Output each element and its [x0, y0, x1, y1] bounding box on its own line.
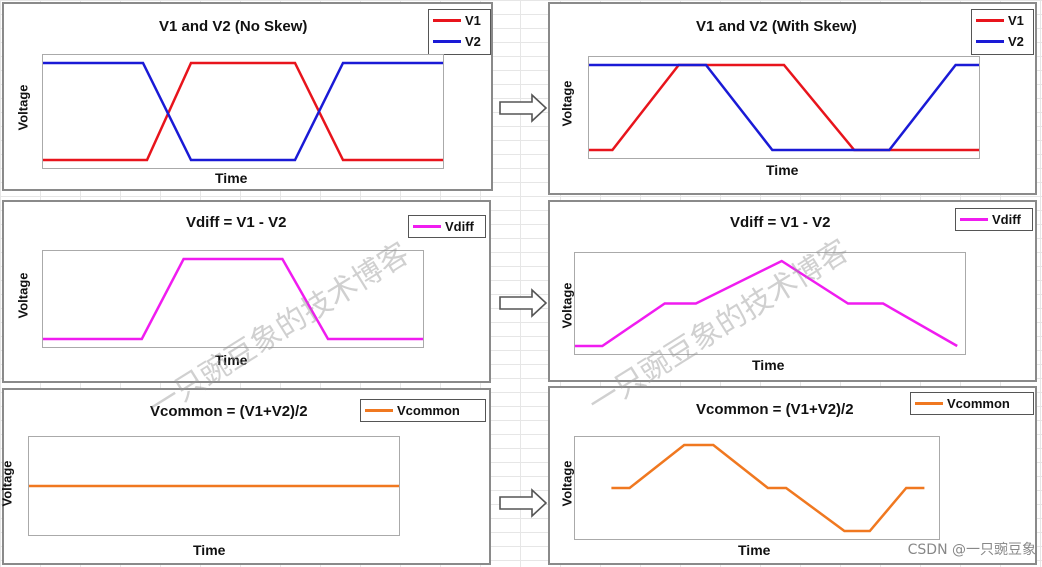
legend-label: V2	[1008, 34, 1024, 49]
legend-label: Vcommon	[397, 403, 460, 418]
x-axis-label: Time	[215, 170, 248, 186]
legend-label: Vdiff	[445, 219, 474, 234]
legend-label: V1	[465, 13, 481, 28]
y-axis-label: Voltage	[15, 84, 31, 131]
legend-item-vcommon: Vcommon	[361, 400, 485, 421]
x-axis-label: Time	[738, 542, 771, 558]
legend-label: V2	[465, 34, 481, 49]
arrow-right-icon	[499, 288, 548, 318]
legend-item-vdiff: Vdiff	[409, 216, 485, 237]
x-axis-label: Time	[766, 162, 799, 178]
plot-area	[574, 436, 940, 540]
plot-svg	[43, 257, 423, 341]
y-axis-label: Voltage	[15, 272, 31, 319]
legend-item-v1: V1	[972, 10, 1033, 31]
chart-legend: V1 V2	[428, 9, 491, 55]
chart-title: V1 and V2 (No Skew)	[159, 18, 308, 35]
chart-panel-no-skew: V1 and V2 (No Skew) V1 V2 Voltage Time	[2, 2, 493, 191]
arrow-right-icon	[499, 488, 548, 518]
legend-item-v1: V1	[429, 10, 490, 31]
legend-swatch-vdiff	[960, 218, 988, 221]
plot-area	[42, 250, 424, 348]
arrow-right-icon	[499, 93, 548, 123]
legend-swatch-vcommon	[915, 402, 943, 405]
chart-title: Vcommon = (V1+V2)/2	[150, 403, 308, 420]
chart-panel-with-skew: V1 and V2 (With Skew) V1 V2 Voltage Time	[548, 2, 1037, 195]
chart-title: Vdiff = V1 - V2	[186, 214, 287, 231]
plot-svg	[575, 259, 958, 348]
x-axis-label: Time	[215, 352, 248, 368]
series-line-vdiff	[575, 259, 958, 348]
chart-legend: Vdiff	[955, 208, 1033, 231]
legend-swatch-vdiff	[413, 225, 441, 228]
x-axis-label: Time	[193, 542, 226, 558]
legend-swatch-v1	[976, 19, 1004, 22]
plot-svg	[589, 63, 979, 152]
chart-title: V1 and V2 (With Skew)	[696, 18, 857, 35]
y-axis-label: Voltage	[0, 460, 15, 507]
legend-item-v2: V2	[972, 31, 1033, 52]
plot-svg	[43, 61, 443, 162]
chart-legend: Vcommon	[360, 399, 486, 422]
plot-area	[42, 54, 444, 169]
chart-title: Vdiff = V1 - V2	[730, 214, 831, 231]
chart-legend: Vcommon	[910, 392, 1034, 415]
legend-label: Vcommon	[947, 396, 1010, 411]
arrow-shape	[499, 288, 548, 318]
chart-legend: V1 V2	[971, 9, 1034, 55]
series-line-v1	[43, 61, 443, 162]
series-line-v2	[43, 61, 443, 162]
chart-legend: Vdiff	[408, 215, 486, 238]
arrow-shape	[499, 93, 548, 123]
series-line-vcommon	[611, 443, 925, 533]
credit-text: CSDN @一只豌豆象	[907, 542, 1036, 558]
plot-area	[588, 56, 980, 159]
chart-panel-vdiff-no-skew: Vdiff = V1 - V2 Vdiff Voltage Time	[2, 200, 491, 383]
legend-item-v2: V2	[429, 31, 490, 52]
y-axis-label: Voltage	[559, 282, 575, 329]
series-line-vdiff	[43, 257, 423, 341]
legend-item-vdiff: Vdiff	[956, 209, 1032, 230]
chart-panel-vdiff-with-skew: Vdiff = V1 - V2 Vdiff Voltage Time	[548, 200, 1037, 382]
y-axis-label: Voltage	[559, 80, 575, 127]
legend-swatch-v2	[433, 40, 461, 43]
plot-area	[574, 252, 966, 355]
legend-label: Vdiff	[992, 212, 1021, 227]
arrow-shape	[499, 488, 548, 518]
chart-panel-vcommon-no-skew: Vcommon = (V1+V2)/2 Vcommon Voltage Time	[0, 388, 491, 565]
legend-item-vcommon: Vcommon	[911, 393, 1033, 414]
plot-svg	[29, 484, 399, 488]
legend-swatch-vcommon	[365, 409, 393, 412]
series-line-v1	[589, 63, 979, 152]
y-axis-label: Voltage	[559, 460, 575, 507]
legend-swatch-v1	[433, 19, 461, 22]
legend-swatch-v2	[976, 40, 1004, 43]
chart-panel-vcommon-with-skew: Vcommon = (V1+V2)/2 Vcommon Voltage Time	[548, 386, 1037, 565]
x-axis-label: Time	[752, 357, 785, 373]
plot-area	[28, 436, 400, 536]
plot-svg	[611, 443, 925, 533]
legend-label: V1	[1008, 13, 1024, 28]
chart-title: Vcommon = (V1+V2)/2	[696, 401, 854, 418]
series-line-v2	[589, 63, 979, 152]
